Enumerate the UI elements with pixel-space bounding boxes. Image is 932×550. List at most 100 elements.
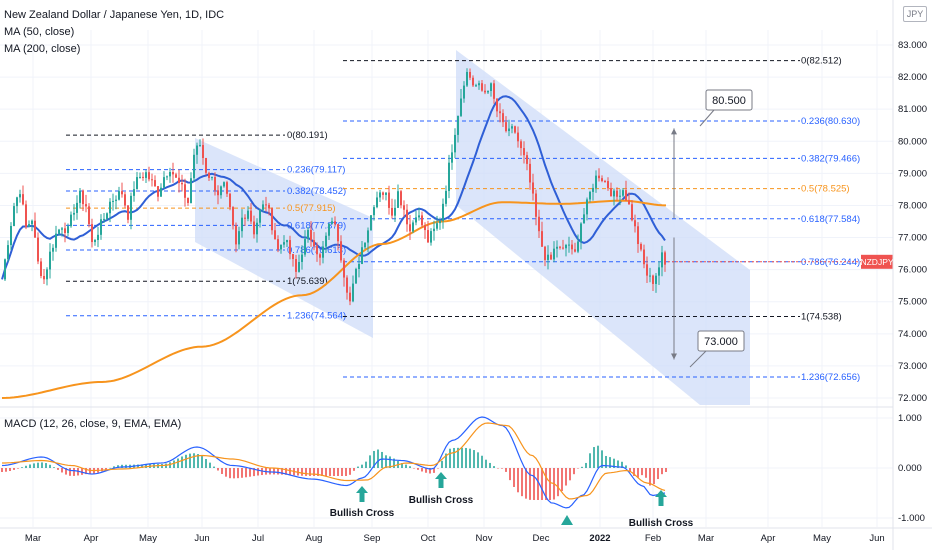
macd-axis-tick: 1.000 [898,413,922,424]
time-axis-tick: Jul [252,533,264,544]
candle-body [70,214,72,227]
ma50-line [1,95,666,280]
candle-body [121,191,123,195]
candle-body [436,223,438,229]
candle-body [613,190,615,197]
macd-histogram-bar [437,468,439,469]
macd-histogram-bar [33,463,35,468]
macd-histogram-bar [365,461,367,468]
target-80500-box[interactable] [705,89,753,111]
bullish-cross-extra-arrow-icon [561,515,573,525]
candle-body [655,275,657,284]
candle-body [583,214,585,224]
candle-body [358,263,360,269]
target-73000-box[interactable] [697,330,745,352]
candle-body [472,77,474,86]
fib-label: 1(75.639) [287,276,328,287]
candle-body [361,247,363,264]
macd-histogram-bar [457,447,459,468]
candle-body [25,204,27,227]
candle-body [106,213,108,219]
macd-histogram-bar [13,468,15,470]
macd-axis-tick: -1.000 [898,513,925,524]
candle-body [382,192,384,195]
candle-body [319,254,321,258]
currency-badge[interactable]: JPY [903,6,927,22]
candle-body [643,249,645,265]
macd-histogram-bar [489,462,491,468]
macd-line [1,416,666,509]
candle-body [592,187,594,192]
candle-body [328,223,330,236]
macd-histogram-bar [393,458,395,468]
fib-label: 0.5(77.915) [287,203,336,214]
time-axis-tick: Feb [645,533,661,544]
macd-histogram-bar [53,467,55,468]
candle-body [247,210,249,219]
candle-body [286,240,288,243]
price-axis-tick: 73.000 [898,361,927,372]
macd-histogram-bar [313,468,315,476]
candle-body [214,177,216,191]
candle-body [304,239,306,255]
candle-body [331,221,333,224]
channel-right[interactable] [456,50,750,405]
candle-body [484,90,486,93]
price-axis-tick: 80.000 [898,136,927,147]
target-80500-label: 80.500 [712,95,746,107]
candle-body [316,246,318,255]
macd-histogram-bar [581,466,583,468]
candle-body [118,191,120,200]
candle-body [529,163,531,183]
candle-body [343,260,345,278]
candle-body [469,71,471,78]
macd-histogram-bar [57,468,59,470]
candle-body [514,126,516,133]
candle-body [271,208,273,231]
candle-body [13,206,15,226]
macd-histogram-bar [529,468,531,500]
macd-histogram-bar [193,453,195,468]
ma200-line [1,199,667,399]
macd-pane: Bullish Cross Bullish Cross Bullish Cross [0,406,932,529]
candle-body [349,292,351,302]
candle-body [64,228,66,233]
candle-body [229,193,231,208]
time-axis-tick: Nov [476,533,493,544]
candle-body [157,186,159,197]
macd-histogram-bar [41,462,43,468]
fib-label: 1.236(74.564) [287,311,346,322]
candle-body [574,249,576,252]
candle-body [175,174,177,178]
macd-histogram-bar [309,468,311,476]
candle-body [256,222,258,235]
macd-histogram-bar [537,468,539,500]
candle-body [418,215,420,218]
time-axis-tick: Dec [533,533,550,544]
macd-histogram-bar [65,468,67,475]
candle-body [511,126,513,129]
candle-body [379,192,381,198]
candle-body [178,177,180,183]
macd-histogram-bar [577,468,579,469]
macd-histogram-bar [445,453,447,468]
candle-body [274,230,276,240]
candle-body [322,246,324,258]
candle-body [7,245,9,260]
candle-body [76,202,78,213]
candle-body [430,231,432,243]
symbol-badge: NZDJPY [860,257,893,267]
candle-body [619,195,621,197]
candle-body [508,128,510,132]
macd-histogram-bar [197,454,199,468]
candle-body [226,182,228,194]
candle-body [115,199,117,201]
macd-histogram-bar [373,450,375,468]
candle-body [616,190,618,197]
candle-body [595,175,597,188]
candle-body [259,209,261,223]
candle-body [628,200,630,205]
candle-body [427,230,429,243]
